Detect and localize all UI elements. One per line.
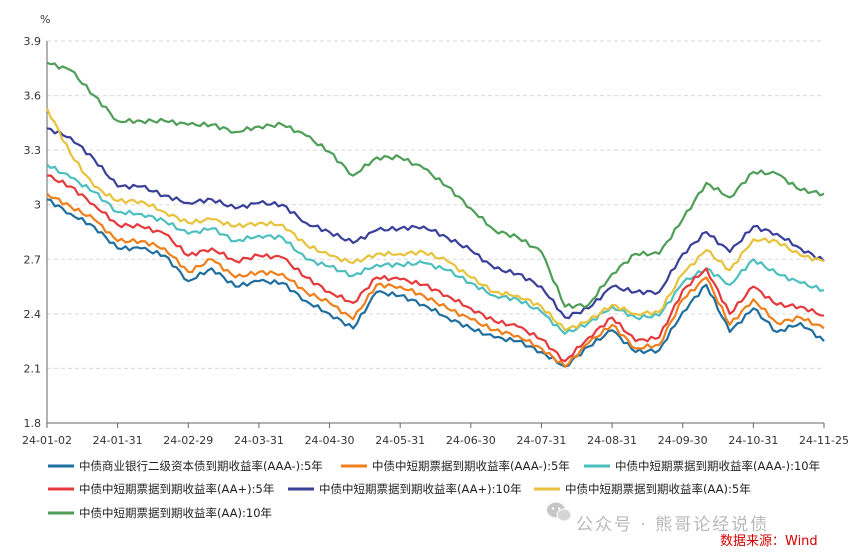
y-tick-label: 1.8	[24, 417, 42, 430]
y-tick-label: 2.1	[24, 362, 42, 375]
series-line-7	[46, 61, 825, 309]
series-lines	[45, 61, 825, 368]
x-tick-label: 24-04-30	[305, 434, 355, 447]
watermark-text: 公众号 · 熊哥论经说债	[576, 515, 769, 535]
x-tick-label: 24-09-30	[658, 434, 708, 447]
x-tick-label: 24-11-25	[799, 434, 849, 447]
y-tick-label: 2.4	[24, 308, 42, 321]
watermark: 公众号 · 熊哥论经说债	[547, 502, 769, 535]
y-tick-label: 2.7	[24, 253, 42, 266]
x-axis-ticks: 24-01-02 24-01-31 24-02-29 24-03-31 24-04-30…	[22, 423, 849, 447]
wechat-icon	[547, 502, 572, 522]
legend: 中债商业银行二级资本债到期收益率(AAA-):5年 中债中短期票据到期收益率(AA…	[48, 459, 820, 520]
x-tick-label: 24-06-30	[446, 434, 496, 447]
x-tick-label: 24-10-31	[728, 434, 778, 447]
series-line-5	[46, 127, 825, 320]
legend-item-6[interactable]: 中债中短期票据到期收益率(AA):5年	[534, 482, 751, 496]
legend-item-4[interactable]: 中债中短期票据到期收益率(AA+):5年	[48, 482, 274, 496]
x-tick-label: 24-01-31	[93, 434, 143, 447]
legend-label: 中债中短期票据到期收益率(AAA-):5年	[372, 459, 570, 473]
x-tick-label: 24-02-29	[163, 434, 213, 447]
legend-label: 中债商业银行二级资本债到期收益率(AAA-):5年	[79, 459, 323, 473]
x-tick-label: 24-07-31	[516, 434, 566, 447]
series-line-1	[46, 198, 825, 368]
y-tick-label: 3.3	[24, 144, 42, 157]
legend-item-1[interactable]: 中债商业银行二级资本债到期收益率(AAA-):5年	[48, 459, 323, 473]
x-tick-label: 24-01-02	[22, 434, 72, 447]
legend-label: 中债中短期票据到期收益率(AA+):10年	[319, 482, 522, 496]
x-tick-label: 24-08-31	[587, 434, 637, 447]
legend-label: 中债中短期票据到期收益率(AA+):5年	[79, 482, 274, 496]
y-tick-label: 3.6	[24, 90, 42, 103]
y-tick-label: 3	[34, 199, 41, 212]
series-line-2	[46, 193, 825, 368]
series-line-6	[45, 107, 825, 332]
x-tick-label: 24-05-31	[375, 434, 425, 447]
data-source: 数据来源：Wind	[720, 534, 818, 549]
y-tick-label: 3.9	[24, 35, 42, 48]
legend-label: 中债中短期票据到期收益率(AA):10年	[79, 506, 272, 520]
legend-label: 中债中短期票据到期收益率(AAA-):10年	[615, 459, 820, 473]
y-axis-ticks: 1.8 2.1 2.4 2.7 3 3.3 3.6 3.9	[24, 35, 42, 430]
legend-item-2[interactable]: 中债中短期票据到期收益率(AAA-):5年	[341, 459, 570, 473]
legend-item-3[interactable]: 中债中短期票据到期收益率(AAA-):10年	[584, 459, 820, 473]
legend-item-5[interactable]: 中债中短期票据到期收益率(AA+):10年	[288, 482, 522, 496]
y-axis-label: %	[40, 13, 50, 26]
series-line-4	[46, 174, 825, 363]
x-tick-label: 24-03-31	[234, 434, 284, 447]
legend-label: 中债中短期票据到期收益率(AA):5年	[565, 482, 751, 496]
legend-item-7[interactable]: 中债中短期票据到期收益率(AA):10年	[48, 506, 272, 520]
